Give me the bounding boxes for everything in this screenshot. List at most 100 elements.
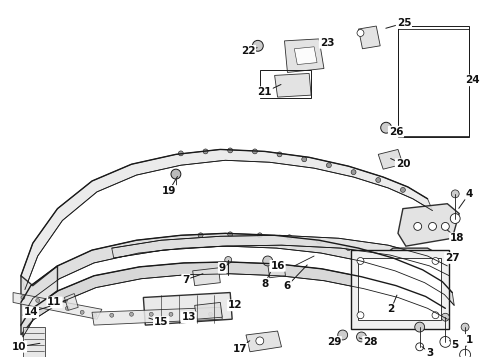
Polygon shape bbox=[195, 302, 222, 319]
Circle shape bbox=[252, 149, 257, 154]
Text: 2: 2 bbox=[388, 304, 394, 314]
Circle shape bbox=[441, 222, 449, 230]
Circle shape bbox=[65, 306, 69, 310]
Polygon shape bbox=[23, 327, 45, 357]
Circle shape bbox=[257, 233, 262, 238]
Circle shape bbox=[432, 312, 439, 319]
Circle shape bbox=[129, 312, 133, 316]
Circle shape bbox=[178, 151, 183, 156]
Text: 13: 13 bbox=[181, 312, 196, 322]
Circle shape bbox=[346, 246, 351, 251]
Circle shape bbox=[441, 313, 449, 321]
Text: 5: 5 bbox=[452, 340, 459, 350]
Polygon shape bbox=[64, 293, 78, 310]
Text: 14: 14 bbox=[24, 307, 38, 317]
Text: 26: 26 bbox=[389, 127, 403, 137]
Text: 28: 28 bbox=[363, 337, 378, 347]
Polygon shape bbox=[13, 293, 102, 319]
Circle shape bbox=[351, 170, 356, 175]
Bar bbox=[260, 71, 311, 98]
Circle shape bbox=[460, 349, 470, 360]
Circle shape bbox=[407, 273, 416, 283]
Text: 17: 17 bbox=[233, 344, 247, 354]
Polygon shape bbox=[21, 262, 447, 337]
Polygon shape bbox=[21, 233, 454, 315]
Bar bbox=[359, 258, 441, 320]
Circle shape bbox=[374, 253, 379, 258]
Polygon shape bbox=[285, 39, 324, 72]
Circle shape bbox=[93, 313, 97, 317]
Polygon shape bbox=[378, 248, 445, 305]
Text: 23: 23 bbox=[319, 38, 334, 48]
Text: 3: 3 bbox=[426, 348, 433, 358]
Circle shape bbox=[357, 30, 364, 36]
Circle shape bbox=[400, 188, 405, 192]
Text: 19: 19 bbox=[162, 186, 176, 196]
Circle shape bbox=[256, 337, 264, 345]
Circle shape bbox=[432, 257, 439, 264]
Text: 22: 22 bbox=[241, 46, 255, 56]
Circle shape bbox=[450, 213, 460, 224]
Circle shape bbox=[440, 337, 451, 347]
Circle shape bbox=[277, 152, 282, 157]
Text: 4: 4 bbox=[466, 189, 473, 199]
Circle shape bbox=[228, 232, 233, 237]
Text: 18: 18 bbox=[450, 233, 465, 243]
Circle shape bbox=[376, 177, 381, 183]
Text: 27: 27 bbox=[445, 253, 460, 263]
Circle shape bbox=[416, 343, 424, 351]
Circle shape bbox=[338, 330, 347, 340]
Circle shape bbox=[415, 322, 425, 332]
Circle shape bbox=[357, 257, 364, 264]
Circle shape bbox=[400, 261, 405, 266]
Polygon shape bbox=[378, 149, 403, 169]
Bar bbox=[351, 250, 449, 329]
Polygon shape bbox=[21, 149, 433, 289]
Circle shape bbox=[171, 169, 181, 179]
Text: 1: 1 bbox=[466, 335, 473, 345]
Text: 21: 21 bbox=[257, 87, 272, 97]
Text: 29: 29 bbox=[327, 337, 341, 347]
Text: 20: 20 bbox=[395, 159, 410, 169]
Circle shape bbox=[317, 239, 321, 244]
Polygon shape bbox=[112, 235, 449, 276]
Text: 25: 25 bbox=[396, 18, 411, 28]
Text: 6: 6 bbox=[284, 281, 291, 291]
Circle shape bbox=[414, 222, 422, 230]
Circle shape bbox=[252, 40, 263, 51]
Text: 11: 11 bbox=[47, 297, 62, 307]
Circle shape bbox=[451, 190, 459, 198]
Circle shape bbox=[198, 233, 203, 238]
Circle shape bbox=[326, 163, 331, 168]
Circle shape bbox=[36, 298, 40, 302]
Circle shape bbox=[203, 149, 208, 154]
Text: 15: 15 bbox=[154, 317, 169, 327]
Polygon shape bbox=[246, 331, 282, 352]
Circle shape bbox=[21, 296, 25, 300]
Text: 10: 10 bbox=[12, 342, 26, 352]
Text: 16: 16 bbox=[270, 261, 285, 271]
Circle shape bbox=[263, 256, 272, 266]
Bar bbox=[398, 29, 469, 136]
Circle shape bbox=[357, 312, 364, 319]
Polygon shape bbox=[21, 266, 57, 335]
Circle shape bbox=[50, 302, 54, 306]
Polygon shape bbox=[144, 293, 232, 325]
Polygon shape bbox=[294, 47, 317, 64]
Text: 8: 8 bbox=[261, 279, 269, 289]
Bar bbox=[398, 26, 469, 136]
Polygon shape bbox=[274, 73, 311, 97]
Circle shape bbox=[225, 257, 232, 264]
Circle shape bbox=[169, 312, 173, 316]
Circle shape bbox=[189, 312, 193, 316]
Circle shape bbox=[357, 332, 367, 342]
Circle shape bbox=[149, 312, 153, 316]
Circle shape bbox=[228, 148, 233, 153]
Circle shape bbox=[302, 157, 307, 162]
Polygon shape bbox=[92, 307, 222, 325]
Circle shape bbox=[400, 266, 424, 289]
Text: 24: 24 bbox=[465, 75, 479, 85]
Circle shape bbox=[429, 222, 437, 230]
Circle shape bbox=[461, 323, 469, 331]
Polygon shape bbox=[359, 26, 380, 49]
